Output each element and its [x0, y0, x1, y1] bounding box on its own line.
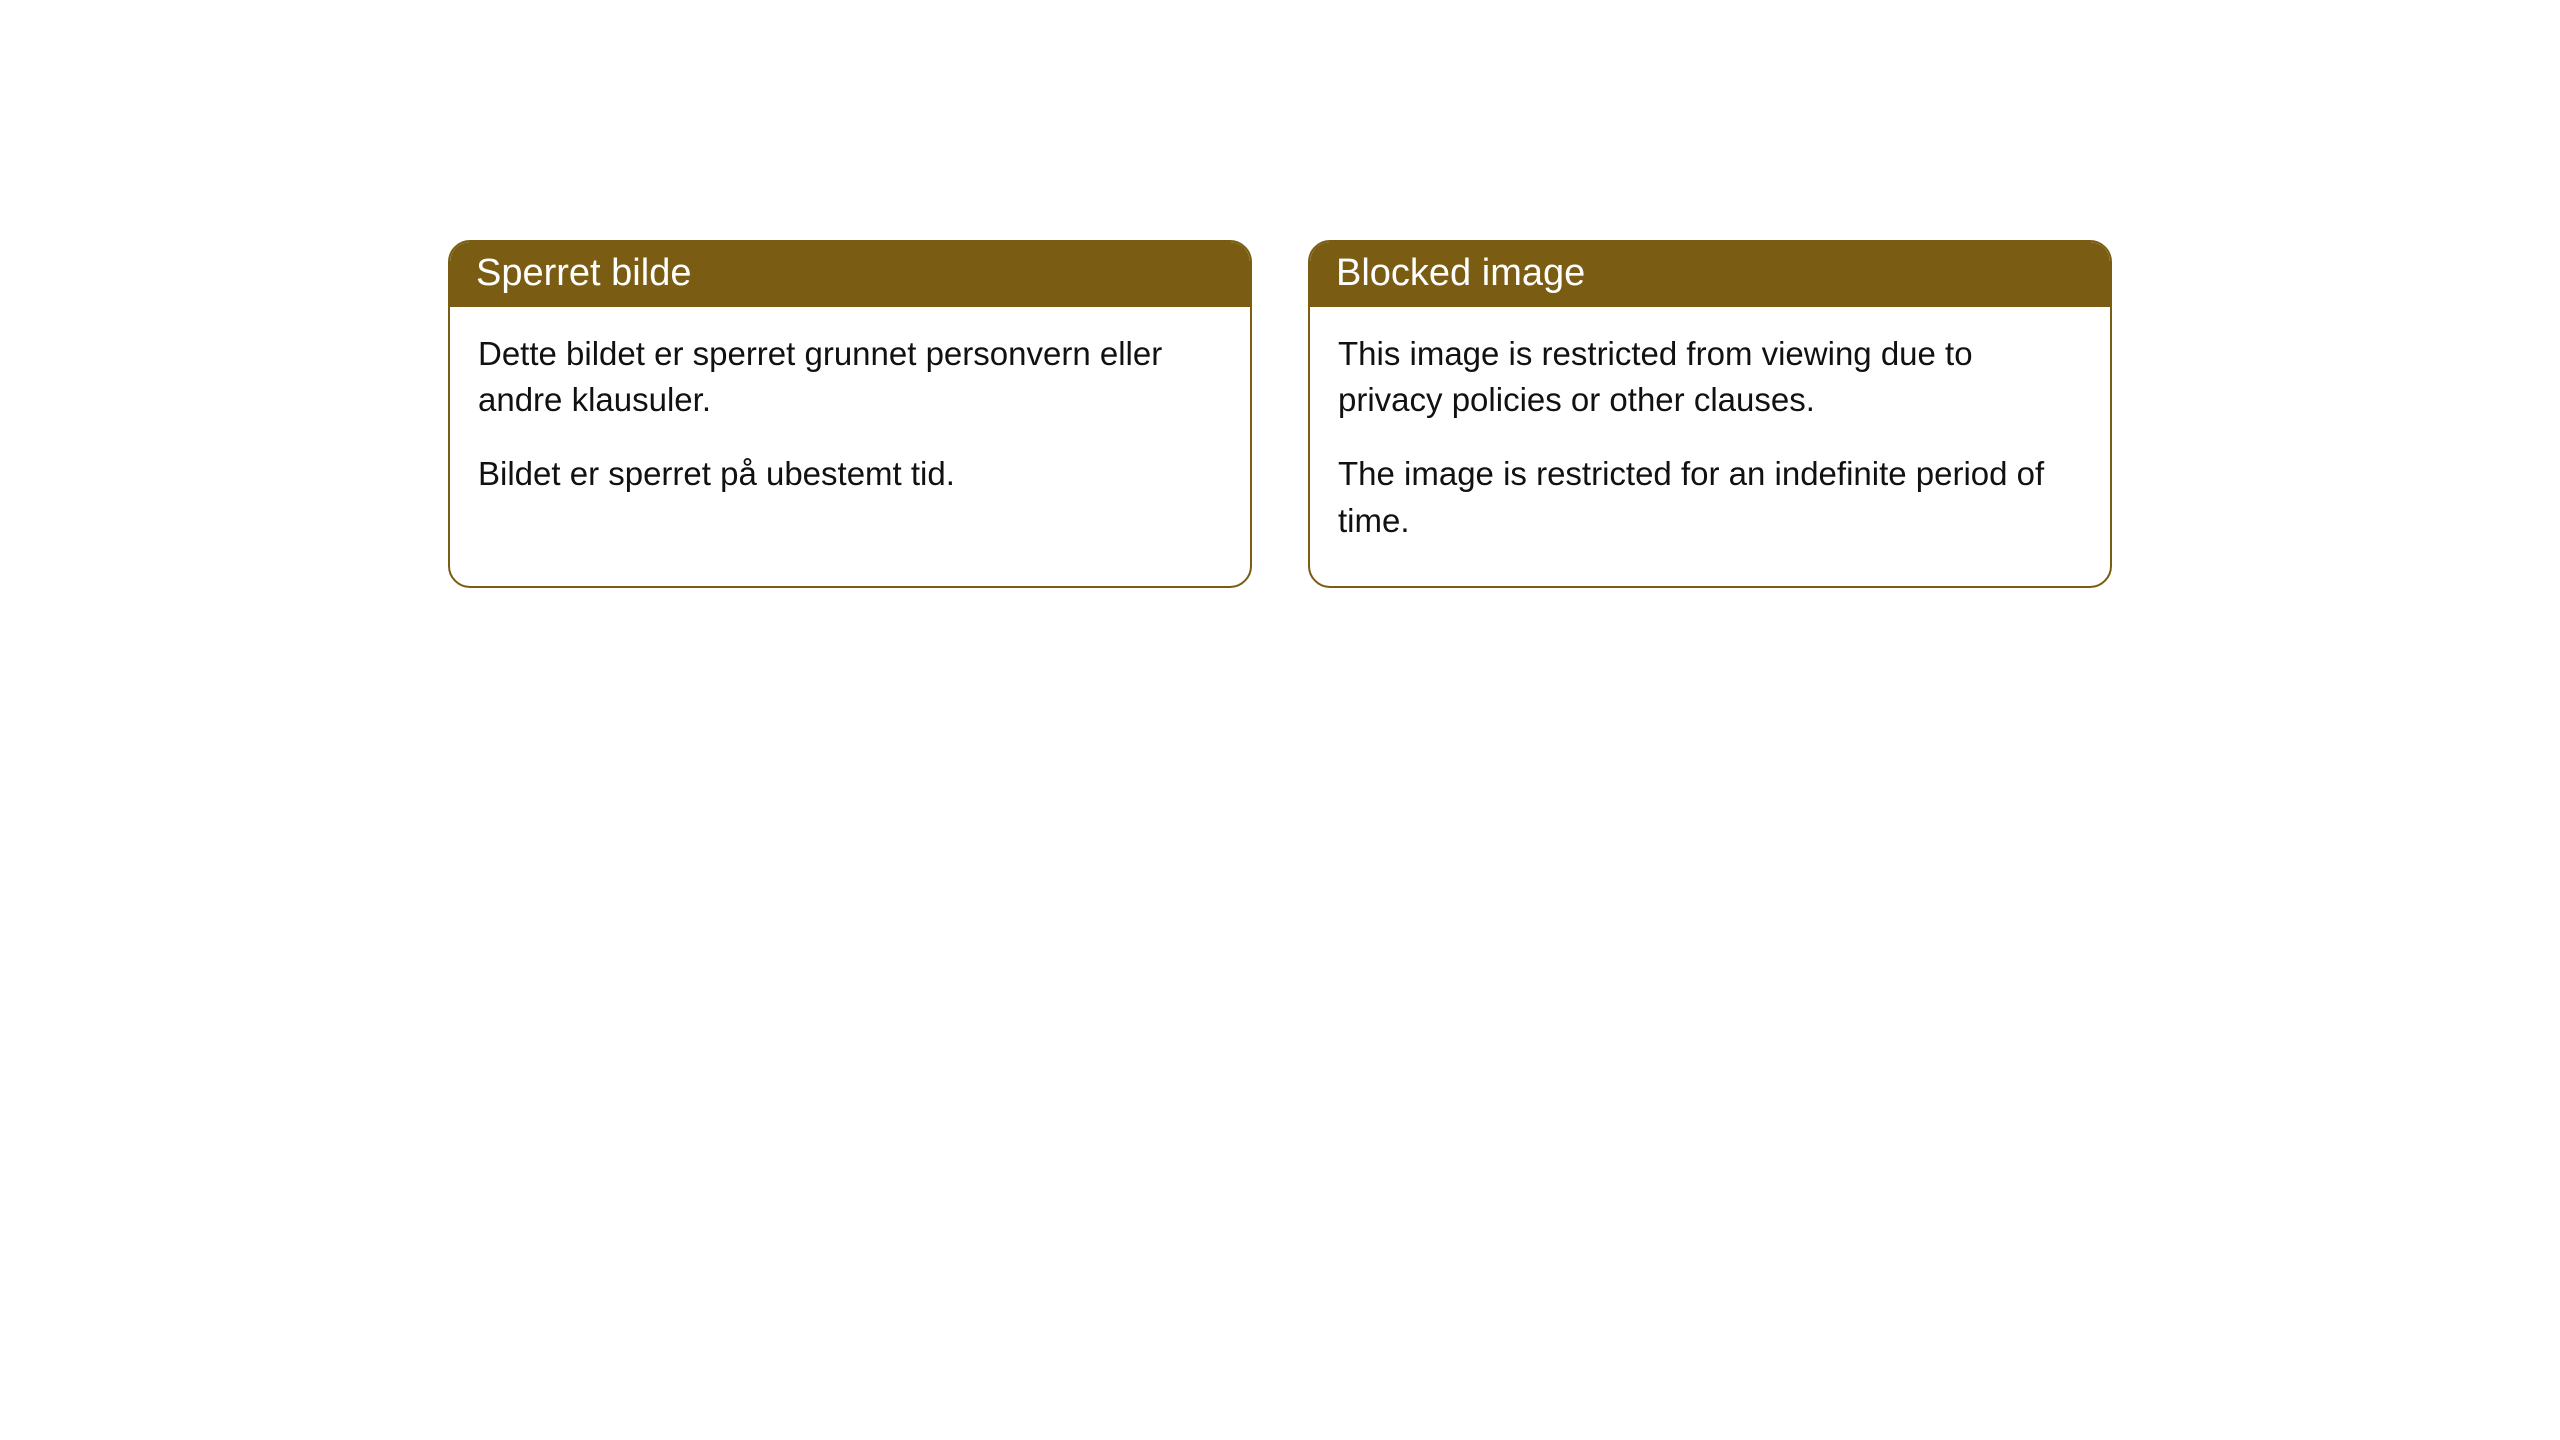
card-norwegian: Sperret bilde Dette bildet er sperret gr…: [448, 240, 1252, 588]
card-paragraph: This image is restricted from viewing du…: [1338, 331, 2082, 423]
card-body: Dette bildet er sperret grunnet personve…: [450, 307, 1250, 540]
card-paragraph: Dette bildet er sperret grunnet personve…: [478, 331, 1222, 423]
card-header: Blocked image: [1310, 242, 2110, 307]
card-paragraph: Bildet er sperret på ubestemt tid.: [478, 451, 1222, 497]
cards-container: Sperret bilde Dette bildet er sperret gr…: [448, 240, 2560, 588]
card-paragraph: The image is restricted for an indefinit…: [1338, 451, 2082, 543]
card-body: This image is restricted from viewing du…: [1310, 307, 2110, 586]
card-english: Blocked image This image is restricted f…: [1308, 240, 2112, 588]
card-header: Sperret bilde: [450, 242, 1250, 307]
